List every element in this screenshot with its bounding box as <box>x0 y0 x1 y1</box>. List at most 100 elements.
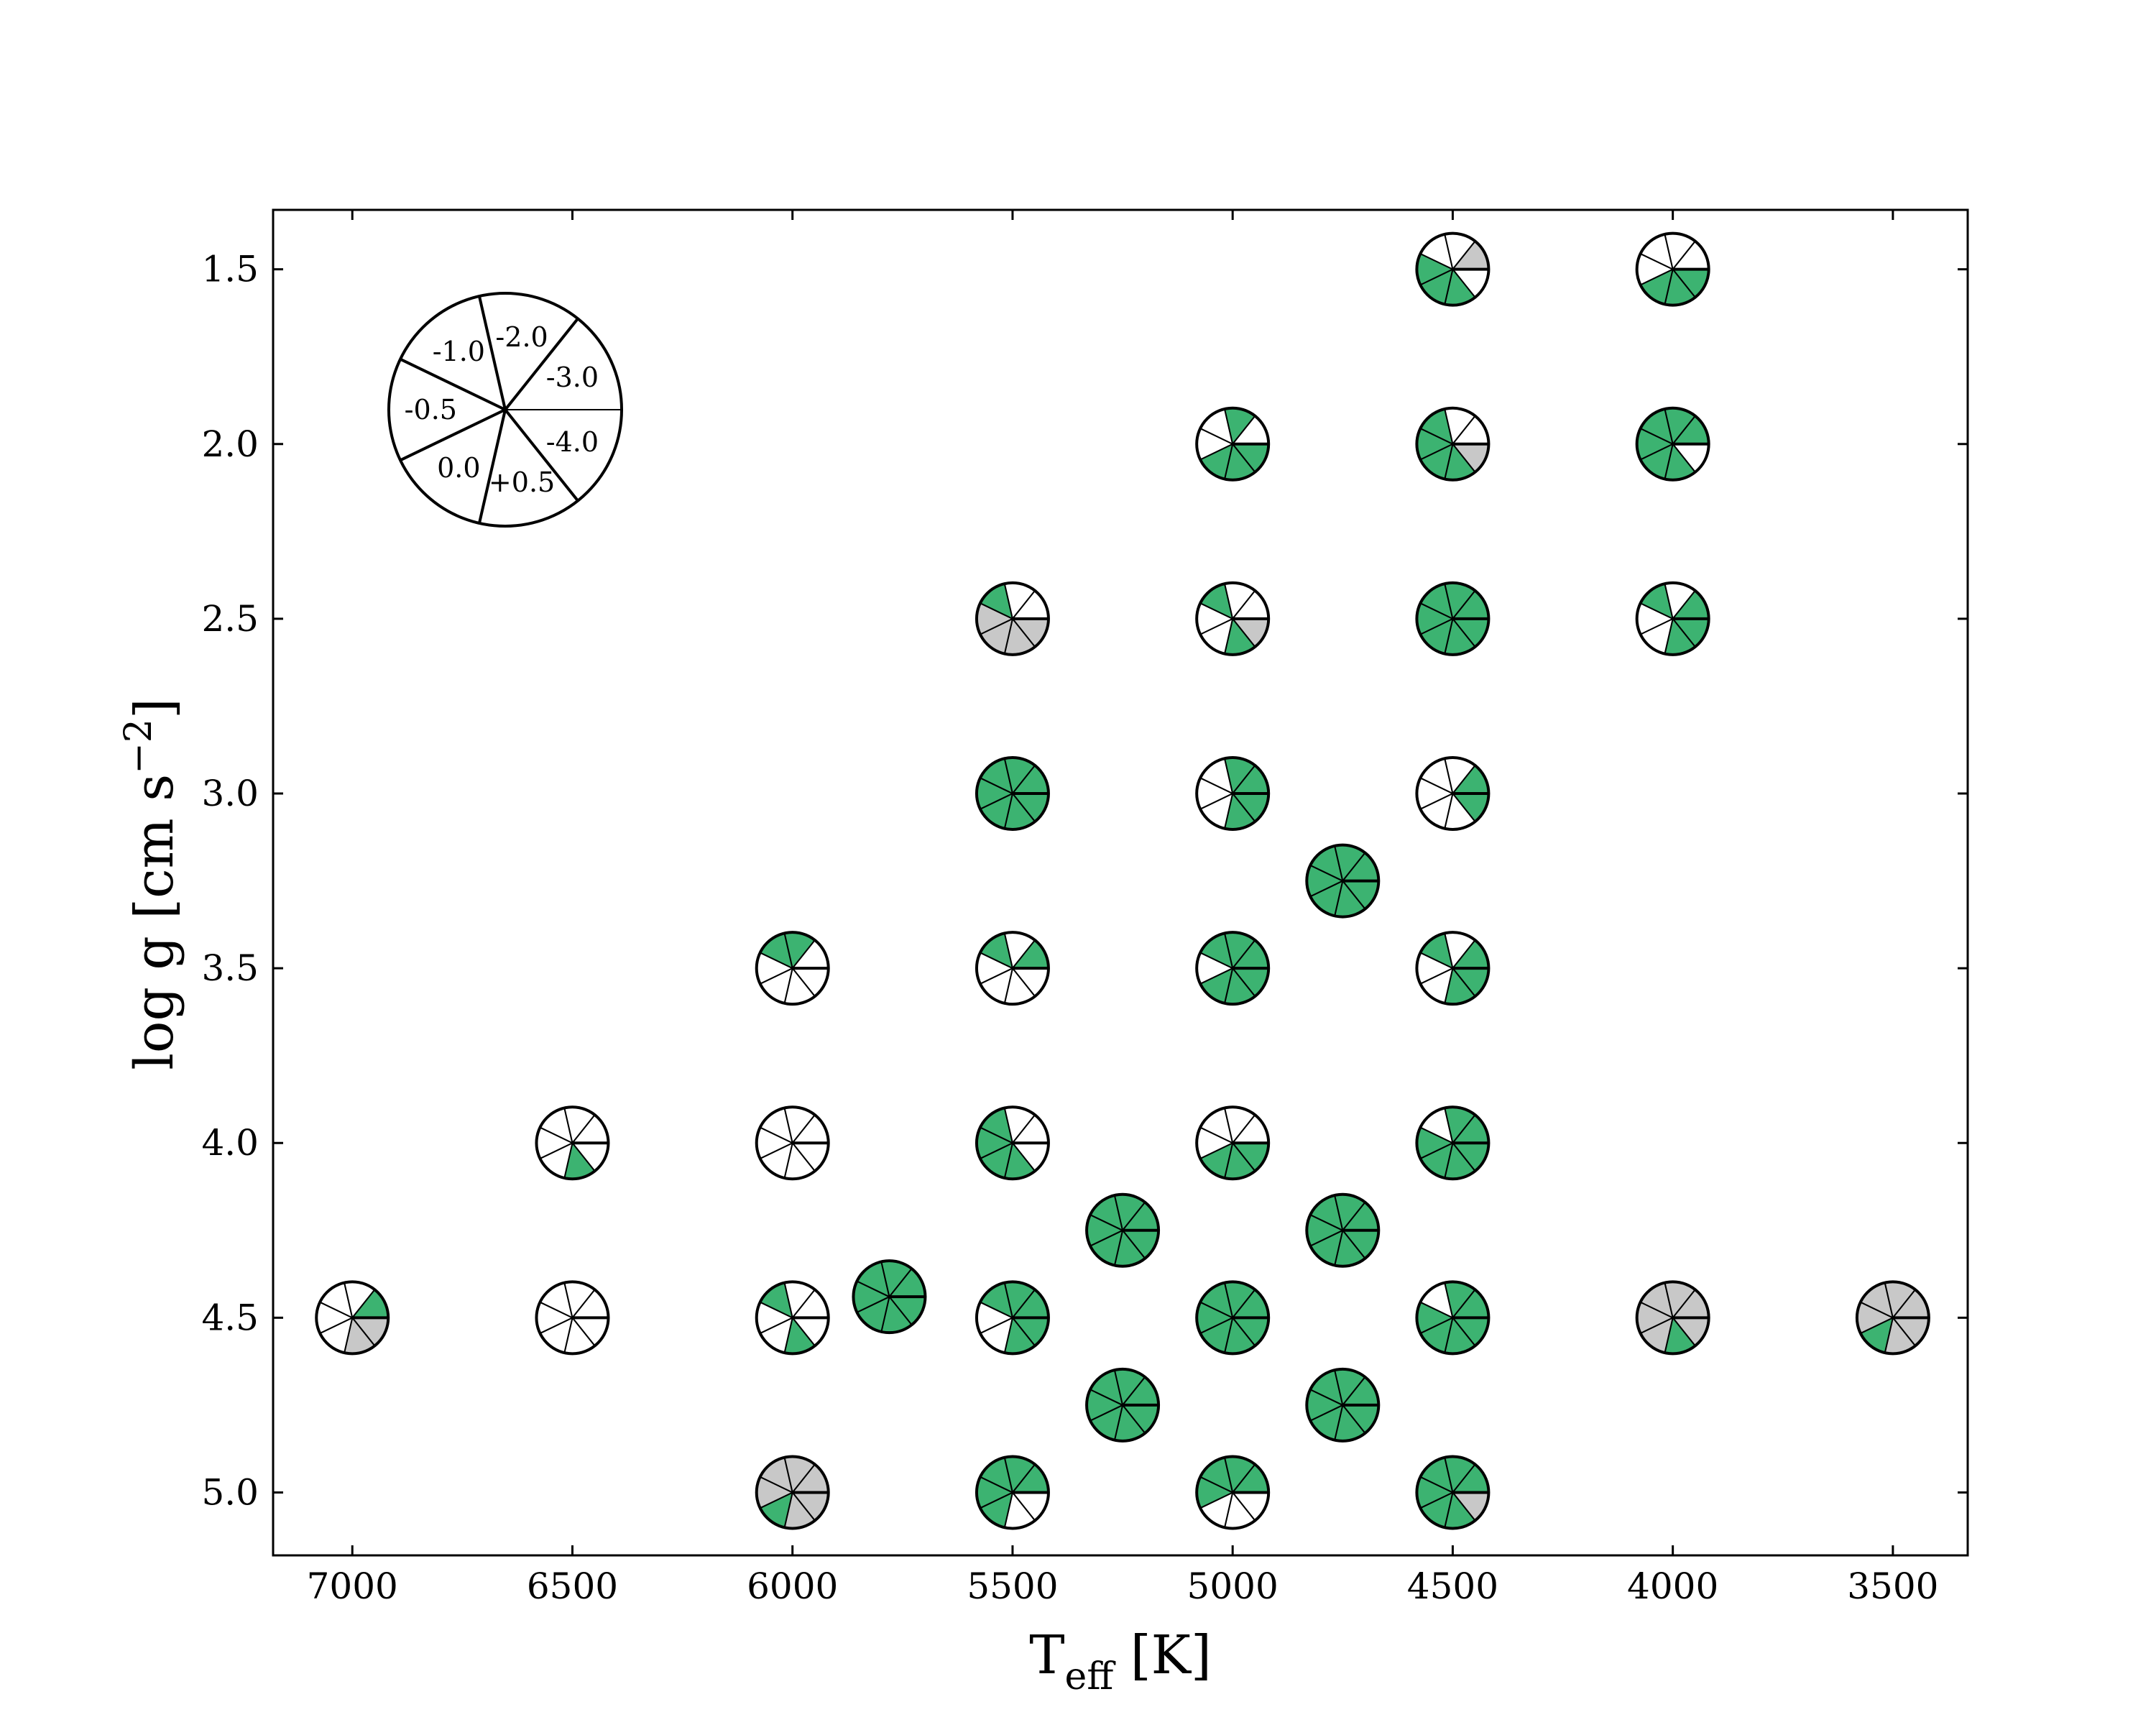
legend-spoke <box>504 318 579 411</box>
data-point-marker <box>1415 581 1491 656</box>
legend-metallicity-label: +0.5 <box>489 466 555 498</box>
pie-outline <box>1195 581 1271 656</box>
pie-outline <box>1415 756 1491 832</box>
legend-spoke <box>478 409 507 524</box>
data-markers <box>315 231 1930 1530</box>
y-tick-label: 1.5 <box>201 249 259 290</box>
data-point-marker <box>1415 231 1491 307</box>
data-point-marker <box>1195 931 1271 1006</box>
data-point-marker <box>1195 1455 1271 1530</box>
data-point-marker <box>1415 1455 1491 1530</box>
data-point-marker <box>1415 756 1491 832</box>
data-point-marker <box>852 1259 927 1335</box>
data-point-marker <box>1415 1105 1491 1181</box>
y-axis-label-superscript: −2 <box>117 719 160 774</box>
legend-outline <box>387 292 623 528</box>
x-axis-label-main: T <box>1029 1624 1064 1686</box>
legend-wedge <box>479 410 579 527</box>
legend-metallicity-label: -0.5 <box>405 394 457 426</box>
x-tick-label: 6500 <box>527 1565 618 1607</box>
pie-outline <box>1415 231 1491 307</box>
data-point-marker <box>1085 1367 1161 1443</box>
pie-outline <box>1085 1367 1161 1443</box>
y-tick-label: 2.5 <box>201 598 259 640</box>
legend-wedge <box>505 318 622 410</box>
pie-outline <box>1085 1192 1161 1268</box>
y-tick-label: 3.0 <box>201 773 259 814</box>
x-tick-label: 4000 <box>1627 1565 1718 1607</box>
data-point-marker <box>1415 1280 1491 1356</box>
pie-outline <box>1195 1280 1271 1356</box>
pie-outline <box>535 1105 610 1181</box>
pie-outline <box>975 1280 1050 1356</box>
x-axis-label: Teff [K] <box>1029 1624 1212 1698</box>
data-point-marker <box>1195 1105 1271 1181</box>
legend-metallicity-label: -4.0 <box>546 426 599 458</box>
data-point-marker <box>535 1105 610 1181</box>
data-point-marker <box>1085 1192 1161 1268</box>
pie-outline <box>1305 1192 1381 1268</box>
y-axis-label-end: ] <box>124 698 185 719</box>
pie-outline <box>1195 1455 1271 1530</box>
legend-metallicity-label: -2.0 <box>495 321 548 353</box>
data-point-marker <box>755 1280 830 1356</box>
data-point-marker <box>975 756 1050 832</box>
pie-outline <box>755 1455 830 1530</box>
legend-wedge <box>505 410 622 501</box>
legend-key-pie: -4.0 +0.5 0.0 -0.5 -1.0 -2.0 -3.0 <box>387 292 623 528</box>
pie-outline <box>1305 843 1381 919</box>
pie-outline <box>975 756 1050 832</box>
x-tick-label: 6000 <box>747 1565 838 1607</box>
pie-outline <box>1635 581 1710 656</box>
y-tick-label: 5.0 <box>201 1471 259 1513</box>
data-point-marker <box>1635 1280 1710 1356</box>
data-point-marker <box>1195 1280 1271 1356</box>
y-tick-label: 3.5 <box>201 947 259 989</box>
data-point-marker <box>975 581 1050 656</box>
data-point-marker <box>755 931 830 1006</box>
data-point-marker <box>975 931 1050 1006</box>
data-point-marker <box>1635 406 1710 482</box>
pie-outline <box>1415 931 1491 1006</box>
legend-spoke <box>400 408 506 462</box>
y-axis: 1.5 2.0 2.5 3.0 3.5 4.0 4.5 5.0 <box>201 249 1968 1513</box>
pie-outline <box>755 1105 830 1181</box>
pie-outline <box>755 1280 830 1356</box>
data-point-marker <box>975 1280 1050 1356</box>
legend-spoke <box>400 357 506 411</box>
pie-outline <box>1635 406 1710 482</box>
data-point-marker <box>1195 581 1271 656</box>
data-point-marker <box>1415 406 1491 482</box>
data-point-marker <box>975 1455 1050 1530</box>
plot-frame <box>272 208 1969 1557</box>
pie-outline <box>1635 1280 1710 1356</box>
data-point-marker <box>755 1105 830 1181</box>
data-point-marker <box>535 1280 610 1356</box>
x-tick-label: 4500 <box>1407 1565 1498 1607</box>
data-point-marker <box>1195 406 1271 482</box>
pie-outline <box>1195 1105 1271 1181</box>
data-point-marker <box>1415 931 1491 1006</box>
legend-metallicity-label: 0.0 <box>437 452 480 484</box>
pie-outline <box>975 1455 1050 1530</box>
legend-spoke <box>478 295 507 410</box>
data-point-marker <box>1305 1192 1381 1268</box>
data-point-marker <box>1635 581 1710 656</box>
x-axis-label-subscript: eff <box>1065 1655 1117 1698</box>
x-tick-label: 7000 <box>307 1565 398 1607</box>
y-tick-label: 4.5 <box>201 1297 259 1338</box>
pie-outline <box>1415 1280 1491 1356</box>
data-point-marker <box>1195 756 1271 832</box>
x-tick-label: 5000 <box>1187 1565 1279 1607</box>
legend-metallicity-label: -3.0 <box>546 362 599 393</box>
data-point-marker <box>1305 1367 1381 1443</box>
data-point-marker <box>975 1105 1050 1181</box>
data-point-marker <box>1635 231 1710 307</box>
legend-metallicity-label: -1.0 <box>433 336 485 367</box>
pie-outline <box>755 931 830 1006</box>
pie-outline <box>1195 406 1271 482</box>
x-tick-label: 5500 <box>967 1565 1058 1607</box>
y-tick-label: 2.0 <box>201 423 259 465</box>
pie-outline <box>975 581 1050 656</box>
